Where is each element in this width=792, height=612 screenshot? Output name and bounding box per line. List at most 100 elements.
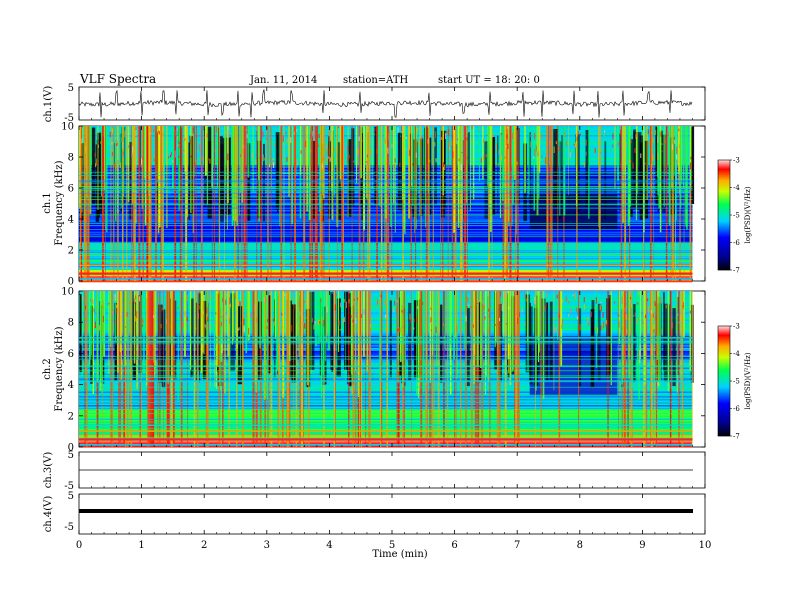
colorbar-swatch xyxy=(718,387,730,389)
colorbar-swatch xyxy=(718,249,730,251)
x-tick-label: 2 xyxy=(201,540,207,551)
colorbar-swatch xyxy=(718,265,730,267)
colorbar-swatch xyxy=(718,427,730,429)
colorbar-swatch xyxy=(718,419,730,421)
colorbar-swatch xyxy=(718,328,730,330)
colorbar-swatch xyxy=(718,259,730,261)
ch1-spectrogram-ylabel-line2: Frequency (kHz) xyxy=(54,160,65,245)
colorbar-swatch xyxy=(718,340,730,342)
colorbar-swatch xyxy=(718,345,730,347)
colorbar-swatch xyxy=(718,385,730,387)
colorbar-swatch xyxy=(718,261,730,263)
x-tick-label: 5 xyxy=(389,540,395,551)
colorbar-swatch xyxy=(718,409,730,411)
colorbar-swatch xyxy=(718,365,730,367)
colorbar-swatch xyxy=(718,258,730,260)
x-tick-label: 0 xyxy=(76,540,82,551)
ch2-spectrogram-ylabel-line2: Frequency (kHz) xyxy=(54,326,65,411)
colorbar-swatch xyxy=(718,372,730,374)
colorbar-swatch xyxy=(718,267,730,269)
colorbar-swatch xyxy=(718,182,730,184)
y-tick-label: 0 xyxy=(68,277,74,288)
colorbar-swatch xyxy=(718,214,730,216)
colorbar-swatch xyxy=(718,202,730,204)
colorbar-swatch xyxy=(718,191,730,193)
figure-title: VLF Spectra xyxy=(79,72,156,86)
colorbar-swatch xyxy=(718,177,730,179)
colorbar-swatch xyxy=(718,416,730,418)
colorbar-swatch xyxy=(718,367,730,369)
ch1-spectrogram-ylabel-line1: ch.1 xyxy=(42,192,53,214)
colorbar-swatch xyxy=(718,375,730,377)
x-tick-label: 8 xyxy=(577,540,583,551)
colorbar-swatch xyxy=(718,204,730,206)
colorbar-swatch xyxy=(718,264,730,266)
colorbar-swatch xyxy=(718,358,730,360)
colorbar-swatch xyxy=(718,184,730,186)
ch4-waveform-panel: 5 -5 ch.4(V) xyxy=(43,491,706,535)
colorbar-swatch xyxy=(718,161,730,163)
start-time-label: start UT = 18: 20: 0 xyxy=(438,75,540,86)
colorbar-swatch xyxy=(718,341,730,343)
colorbar-swatch xyxy=(718,180,730,182)
colorbar-swatch xyxy=(718,406,730,408)
colorbar-swatch xyxy=(718,364,730,366)
colorbar-swatch xyxy=(718,350,730,352)
colorbar-swatch xyxy=(718,170,730,172)
colorbar-swatch xyxy=(718,222,730,224)
colorbar-swatch xyxy=(718,162,730,164)
colorbar-tick-label: -5 xyxy=(733,378,740,386)
colorbar-swatch xyxy=(718,201,730,203)
ch1-colorbar: -3 -4 -5 -6 -7 log(PSD)(V²/Hz) xyxy=(717,157,752,275)
colorbar-swatch xyxy=(718,384,730,386)
colorbar-swatch xyxy=(718,327,730,329)
colorbar-swatch xyxy=(718,403,730,405)
colorbar-swatch xyxy=(718,269,730,271)
colorbar-swatch xyxy=(718,377,730,379)
colorbar-swatch xyxy=(718,351,730,353)
colorbar-swatch xyxy=(718,227,730,229)
colorbar-swatch xyxy=(718,429,730,431)
colorbar-tick-label: -6 xyxy=(733,239,740,247)
colorbar-swatch xyxy=(718,392,730,394)
time-axis-label: Time (min) xyxy=(372,549,427,560)
colorbar-swatch xyxy=(718,394,730,396)
colorbar-swatch xyxy=(718,175,730,177)
station-label: station=ATH xyxy=(343,75,409,86)
colorbar-swatch xyxy=(718,165,730,167)
colorbar-swatch xyxy=(718,225,730,227)
y-tick-label: 6 xyxy=(68,184,74,195)
colorbar-swatch xyxy=(718,241,730,243)
colorbar-swatch xyxy=(718,382,730,384)
colorbar-swatch xyxy=(718,354,730,356)
y-tick-label: 6 xyxy=(68,349,74,360)
colorbar-swatch xyxy=(718,423,730,425)
colorbar-swatch xyxy=(718,197,730,199)
colorbar-tick-label: -7 xyxy=(733,433,740,441)
y-tick-label: 10 xyxy=(61,287,74,298)
colorbar-swatch xyxy=(718,378,730,380)
colorbar-swatch xyxy=(718,223,730,225)
x-tick-label: 7 xyxy=(514,540,520,551)
colorbar-swatch xyxy=(718,206,730,208)
colorbar-swatch xyxy=(718,238,730,240)
colorbar-swatch xyxy=(718,389,730,391)
colorbar-swatch xyxy=(718,399,730,401)
colorbar-swatch xyxy=(718,336,730,338)
colorbar-swatch xyxy=(718,171,730,173)
colorbar-swatch xyxy=(718,352,730,354)
colorbar-swatch xyxy=(718,210,730,212)
colorbar-swatch xyxy=(718,347,730,349)
colorbar-swatch xyxy=(718,418,730,420)
colorbar-swatch xyxy=(718,374,730,376)
colorbar-swatch xyxy=(718,234,730,236)
colorbar-swatch xyxy=(718,417,730,419)
colorbar-label: log(PSD)(V²/Hz) xyxy=(744,352,752,409)
colorbar-swatch xyxy=(718,411,730,413)
colorbar-swatch xyxy=(718,194,730,196)
colorbar-swatch xyxy=(718,198,730,200)
colorbar-swatch xyxy=(718,224,730,226)
ch4-ytick-bottom: -5 xyxy=(64,522,74,533)
colorbar-swatch xyxy=(718,380,730,382)
colorbar-swatch xyxy=(718,428,730,430)
